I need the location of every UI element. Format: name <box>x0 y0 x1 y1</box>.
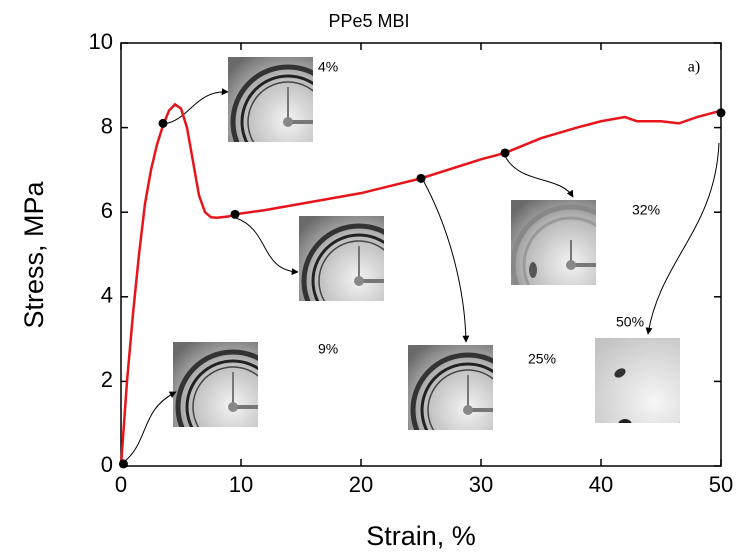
x-tick-label: 50 <box>709 472 733 497</box>
x-tick-label: 10 <box>229 472 253 497</box>
y-tick-label: 8 <box>101 113 113 138</box>
arrow <box>422 179 470 343</box>
arrow <box>123 391 177 463</box>
stress-curve <box>119 102 722 467</box>
y-tick-label: 4 <box>101 283 113 308</box>
inset-label: 4% <box>318 59 338 75</box>
chart-title: PPe5 MBI <box>328 11 409 31</box>
arrow <box>163 88 229 125</box>
inset-label: 9% <box>318 341 338 357</box>
inset-label: 50% <box>616 314 644 330</box>
x-tick-label: 30 <box>469 472 493 497</box>
plot-frame <box>120 42 722 467</box>
arrows <box>123 88 720 463</box>
x-tick-label: 0 <box>115 472 127 497</box>
y-tick-label: 10 <box>89 29 113 54</box>
y-axis-title: Stress, MPa <box>19 181 49 329</box>
inset-label: 32% <box>632 202 660 218</box>
diffraction-image <box>228 57 343 177</box>
x-tick-label: 20 <box>349 472 373 497</box>
marker <box>716 108 726 118</box>
x-tick-label: 40 <box>589 472 613 497</box>
x-axis-title: Strain, % <box>366 521 476 551</box>
y-tick-label: 0 <box>101 452 113 477</box>
marker <box>230 209 240 219</box>
diffraction-image <box>299 216 414 336</box>
inset-label: 25% <box>528 351 556 367</box>
marker <box>118 459 128 469</box>
arrow <box>504 155 574 198</box>
arrow <box>645 142 720 335</box>
diffraction-image <box>595 338 711 431</box>
y-tick-label: 2 <box>101 367 113 392</box>
y-tick-label: 6 <box>101 198 113 223</box>
arrow <box>235 217 299 276</box>
marker <box>158 118 168 128</box>
diffraction-image <box>408 345 523 465</box>
marker <box>500 148 510 158</box>
diffraction-image <box>511 200 629 323</box>
diffraction-image <box>173 342 288 462</box>
marker <box>416 173 426 183</box>
panel-label: a) <box>688 59 700 76</box>
